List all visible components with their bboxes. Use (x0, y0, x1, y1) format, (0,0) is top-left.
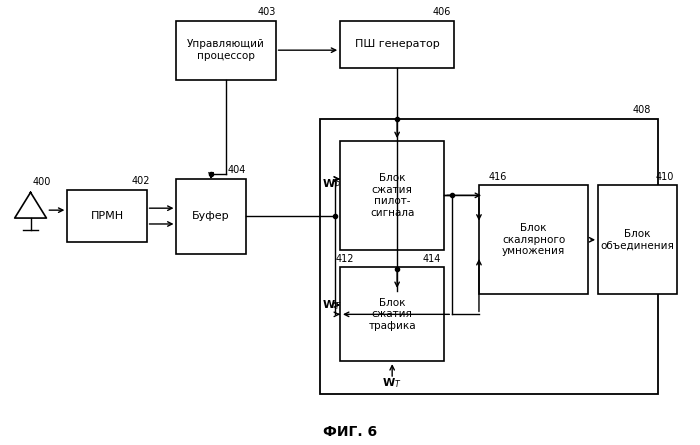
Bar (479, 186, 588, 294)
Text: 414: 414 (422, 254, 441, 263)
Bar (340, 141, 444, 250)
Bar (67, 190, 146, 242)
Bar (176, 178, 246, 254)
Text: 416: 416 (489, 171, 508, 182)
Text: Блок
объединения: Блок объединения (601, 229, 675, 251)
Bar (176, 20, 276, 80)
Text: 408: 408 (633, 105, 651, 115)
Text: 403: 403 (258, 7, 276, 16)
Text: 400: 400 (32, 178, 51, 187)
Text: 402: 402 (132, 177, 150, 186)
Text: 406: 406 (433, 7, 451, 16)
Text: Блок
сжатия
трафика: Блок сжатия трафика (368, 298, 416, 331)
Text: Буфер: Буфер (193, 211, 230, 221)
Text: 404: 404 (228, 165, 246, 174)
Bar (320, 119, 657, 394)
Text: $\mathbf{W}_T$: $\mathbf{W}_T$ (382, 376, 402, 390)
Text: 412: 412 (335, 254, 354, 263)
Text: ПРМН: ПРМН (90, 211, 123, 221)
Bar (340, 267, 444, 361)
Text: $\mathbf{W}_P$: $\mathbf{W}_P$ (322, 178, 342, 191)
Text: Управляющий
процессор: Управляющий процессор (187, 39, 265, 61)
Text: $\mathbf{W}_T$: $\mathbf{W}_T$ (322, 298, 342, 312)
Bar (340, 20, 454, 68)
Bar (598, 186, 678, 294)
Text: ПШ генератор: ПШ генератор (355, 39, 440, 49)
Text: Блок
сжатия
пилот-
сигнала: Блок сжатия пилот- сигнала (370, 173, 414, 218)
Text: ФИГ. 6: ФИГ. 6 (323, 425, 377, 439)
Text: Блок
скалярного
умножения: Блок скалярного умножения (502, 223, 565, 256)
Text: 410: 410 (656, 171, 674, 182)
